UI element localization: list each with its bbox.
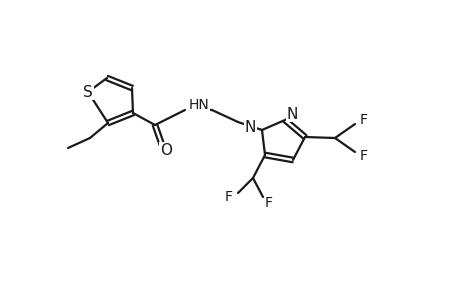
Text: F: F — [224, 190, 233, 204]
Text: N: N — [244, 119, 256, 134]
Text: N: N — [286, 106, 298, 122]
Text: HN: HN — [189, 98, 209, 112]
Text: F: F — [264, 196, 272, 210]
Text: F: F — [359, 113, 367, 127]
Text: S: S — [83, 85, 93, 100]
Text: O: O — [160, 142, 172, 158]
Text: F: F — [359, 149, 367, 163]
